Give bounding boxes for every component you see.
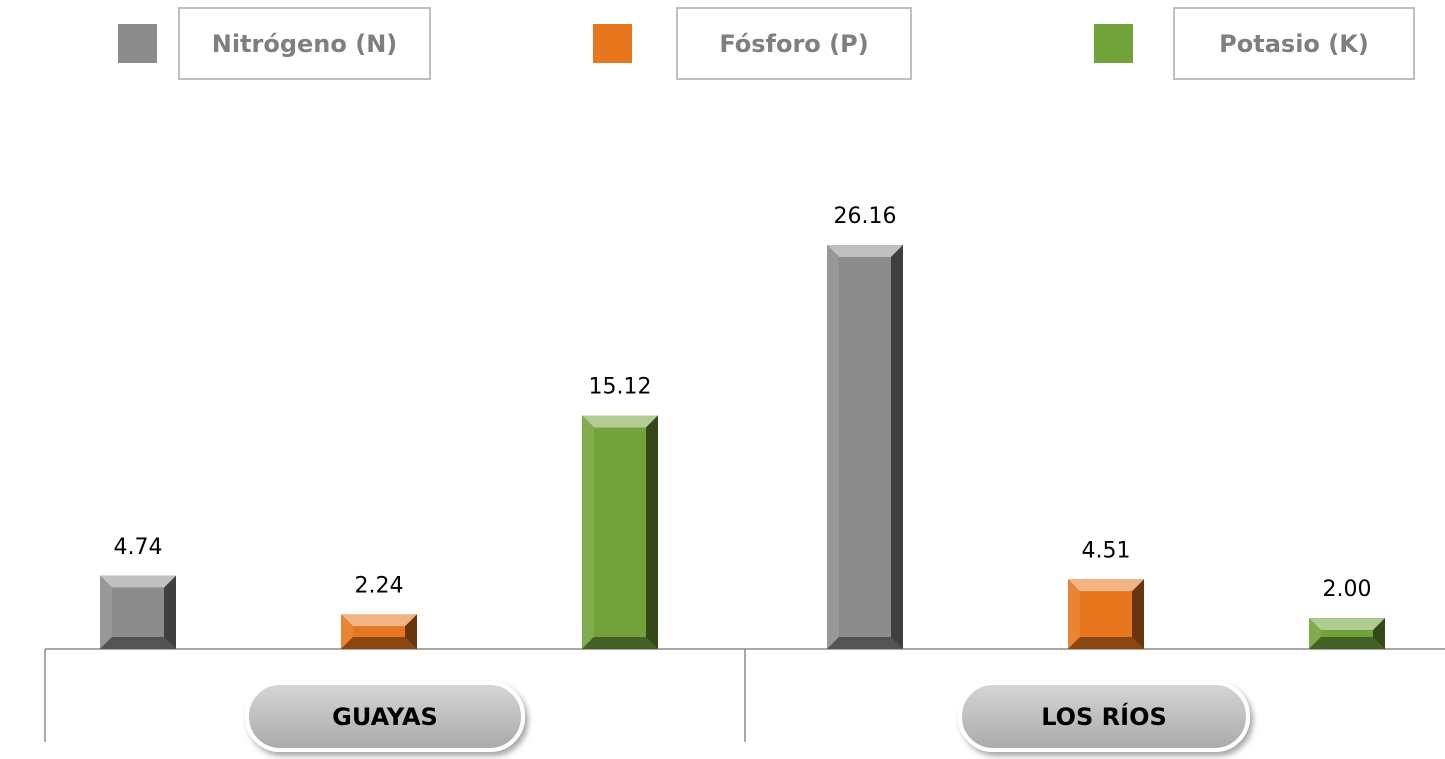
bar-bevel-right: [405, 614, 417, 649]
bar-bevel-left: [1309, 618, 1321, 649]
bar-bevel-right: [164, 575, 176, 649]
bar-face: [1321, 630, 1373, 637]
bar-bevel-right: [1132, 579, 1144, 649]
bar-bevel-bottom: [100, 637, 176, 649]
bar-bevel-top: [582, 415, 658, 428]
bar-bevel-top: [341, 614, 417, 627]
legend-swatch: [118, 24, 157, 63]
legend-label: Fósforo (P): [719, 30, 868, 58]
legend-label: Nitrógeno (N): [212, 30, 398, 58]
value-label: 4.74: [114, 535, 163, 560]
bar-bevel-top: [100, 575, 176, 588]
bar-bevel-left: [1068, 579, 1080, 649]
legend-box: [178, 7, 431, 80]
value-label: 2.24: [355, 573, 404, 598]
bar-bevel-left: [827, 245, 839, 649]
value-label: 4.51: [1082, 538, 1131, 563]
legend-box: [1173, 7, 1415, 80]
legend-label: Potasio (K): [1219, 30, 1369, 58]
bar-face: [1080, 591, 1132, 637]
bar-bevel-left: [582, 415, 594, 649]
bar-bevel-bottom: [582, 637, 658, 649]
bar-bevel-bottom: [827, 637, 903, 649]
bar-bevel-bottom: [1068, 637, 1144, 649]
bar-face: [839, 257, 891, 637]
bar-bevel-right: [646, 415, 658, 649]
category-pill: [245, 681, 525, 752]
value-label: 15.12: [589, 374, 652, 399]
bar-bevel-right: [891, 245, 903, 649]
bar-bevel-left: [341, 614, 353, 649]
bar-face: [594, 427, 646, 637]
bar-bevel-left: [100, 575, 112, 649]
bar-face: [353, 626, 405, 637]
value-label: 2.00: [1323, 577, 1372, 602]
legend-box: [676, 7, 912, 80]
x-tick-label: LOS RÍOS: [1041, 702, 1167, 731]
legend-swatch: [1094, 24, 1133, 63]
value-label: 26.16: [834, 204, 897, 229]
bar-bevel-top: [827, 245, 903, 257]
category-pill: [958, 681, 1250, 752]
bar-bevel-right: [1373, 618, 1385, 649]
bar-bevel-top: [1309, 618, 1385, 631]
bar-bevel-top: [1068, 579, 1144, 592]
x-tick-label: GUAYAS: [332, 703, 438, 731]
bar-bevel-bottom: [1309, 637, 1385, 649]
legend-swatch: [593, 24, 632, 63]
bar-bevel-bottom: [341, 637, 417, 649]
bar-face: [112, 587, 164, 637]
